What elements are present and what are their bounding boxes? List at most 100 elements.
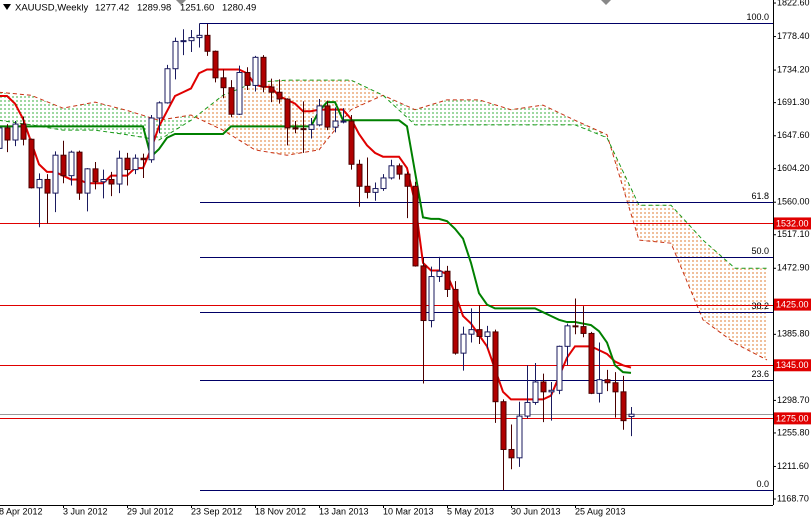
candle-body	[412, 185, 419, 267]
candle-body	[268, 86, 275, 93]
candle-body	[420, 265, 427, 322]
candle-body	[620, 391, 627, 422]
cloud-segment	[63, 102, 95, 131]
cloud-segment	[543, 105, 575, 125]
candle-body	[68, 151, 75, 177]
fib-label: 0.0	[756, 479, 769, 489]
candle-body	[172, 40, 179, 70]
candle-body	[252, 56, 259, 86]
cloud-span-b	[0, 79, 767, 269]
kijun-line	[0, 101, 632, 374]
cloud-segment	[735, 268, 767, 360]
cloud-segment	[351, 80, 383, 110]
candle-body	[308, 124, 315, 130]
candle-body	[124, 157, 131, 171]
y-tick-label: 1517.10	[777, 229, 810, 239]
y-tick-label: 1168.70	[777, 493, 809, 503]
candle-body	[212, 50, 219, 79]
candle-body	[516, 415, 523, 459]
candle-body	[20, 123, 27, 140]
y-tick-label: 1211.60	[777, 461, 809, 471]
candle-body	[580, 326, 587, 334]
x-tick-label: 13 Jan 2013	[319, 506, 369, 516]
candle-body	[108, 178, 115, 185]
ohlc-close: 1280.49	[222, 3, 256, 14]
y-tick-label: 1647.60	[777, 130, 810, 140]
candle-body	[364, 185, 371, 193]
cloud-segment	[31, 95, 63, 131]
candle-body	[180, 40, 187, 43]
candle-body	[100, 178, 107, 183]
cloud-span-a	[0, 91, 768, 361]
candle-body	[220, 77, 227, 89]
candle-body	[508, 448, 515, 459]
candle-body	[396, 165, 403, 175]
candle-body	[532, 381, 539, 403]
y-tick-label: 1778.40	[777, 31, 810, 41]
fib-label: 23.6	[751, 369, 769, 379]
y-tick-label: 1604.20	[777, 163, 810, 173]
fib-label: 100.0	[746, 12, 769, 22]
candle-body	[452, 288, 459, 354]
candle-body	[460, 333, 467, 354]
candle-body	[492, 331, 499, 403]
level-tag-label: 1275.00	[776, 413, 809, 423]
candle-body	[164, 68, 171, 104]
candle-body	[428, 276, 435, 322]
candle-body	[476, 329, 483, 337]
candle-body	[372, 188, 379, 193]
level-tag	[774, 298, 811, 311]
candle-body	[12, 123, 19, 141]
x-tick-label: 5 May 2013	[447, 506, 494, 516]
x-tick-label: 3 Jun 2012	[63, 506, 108, 516]
level-tag	[774, 217, 811, 230]
x-tick-label: 29 Jul 2012	[127, 506, 174, 516]
candle-body	[316, 105, 323, 126]
candle-body	[132, 157, 139, 171]
x-tick-label: 8 Apr 2012	[0, 506, 43, 516]
candle-body	[612, 382, 619, 393]
candle-body	[556, 345, 563, 391]
candle-body	[76, 151, 83, 194]
candle-body	[292, 127, 299, 130]
candle-body	[156, 102, 163, 119]
cloud-segment	[0, 92, 31, 125]
candle-body	[356, 163, 363, 187]
symbol: XAUUSD,Weekly	[15, 3, 88, 14]
y-tick-label: 1472.90	[777, 263, 810, 273]
candle-body	[444, 270, 451, 290]
candle-body	[404, 173, 411, 187]
cloud-segment	[511, 105, 543, 125]
x-tick-label: 23 Sep 2012	[191, 506, 242, 516]
ohlc-low: 1251.60	[180, 3, 214, 14]
candle-body	[300, 128, 307, 131]
candle-body	[228, 87, 235, 115]
candle-body	[60, 154, 67, 177]
cloud-segment	[415, 99, 447, 125]
y-tick-label: 1385.80	[777, 329, 810, 339]
y-tick-label: 1560.00	[777, 197, 810, 207]
level-tag	[774, 359, 811, 372]
cloud-segment	[479, 99, 511, 125]
candle-body	[188, 37, 195, 42]
cloud-segment	[703, 240, 735, 344]
candle-body	[4, 127, 11, 141]
candle-body	[244, 72, 251, 86]
level-tag	[774, 412, 811, 425]
fib-label: 50.0	[751, 246, 769, 256]
candle-body	[260, 56, 267, 88]
candle-body	[524, 401, 531, 417]
y-tick-label: 1734.20	[777, 64, 810, 74]
x-tick-label: 10 Mar 2013	[383, 506, 434, 516]
y-tick-label: 1822.60	[777, 0, 810, 7]
cloud-segment	[575, 120, 607, 138]
cloud-segment	[447, 99, 479, 125]
candle-body	[116, 157, 123, 185]
ohlc-open: 1277.42	[95, 3, 129, 14]
menu-icon[interactable]	[3, 4, 11, 10]
candle-body	[28, 138, 35, 189]
candle-body	[92, 168, 99, 183]
candle-body	[44, 178, 51, 194]
candle-body	[564, 325, 571, 347]
